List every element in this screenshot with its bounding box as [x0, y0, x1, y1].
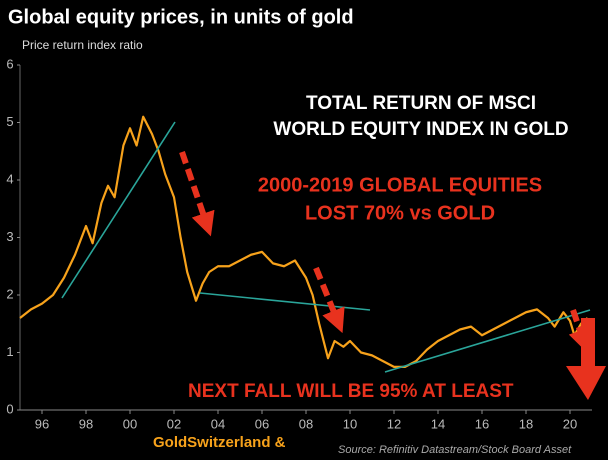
box-text: TOTAL RETURN OF MSCI: [306, 93, 536, 114]
source: Source: Refinitiv Datastream/Stock Board…: [338, 444, 572, 456]
x-tick-label: 18: [519, 416, 533, 431]
x-tick-label: 16: [475, 416, 489, 431]
dashed-arrow: [313, 266, 345, 334]
red-annotation: 2000-2019 GLOBAL EQUITIES: [258, 174, 542, 196]
plot-area: [19, 115, 589, 368]
x-tick-label: 12: [387, 416, 401, 431]
data-line: [19, 115, 589, 368]
bottom-annotation: NEXT FALL WILL BE 95% AT LEAST: [188, 381, 514, 402]
x-tick-label: 00: [123, 416, 137, 431]
box-text: WORLD EQUITY INDEX IN GOLD: [273, 119, 568, 140]
x-tick-label: 20: [563, 416, 577, 431]
dashed-arrow: [179, 151, 215, 237]
y-tick-label: 3: [6, 229, 13, 244]
big-arrow-shaft: [581, 318, 595, 370]
x-tick-label: 10: [343, 416, 357, 431]
x-tick-label: 14: [431, 416, 445, 431]
x-tick-label: 96: [35, 416, 49, 431]
x-tick-label: 04: [211, 416, 225, 431]
subtitle: Price return index ratio: [22, 38, 143, 52]
brand: GoldSwitzerland &: [153, 434, 286, 451]
red-annotation: LOST 70% vs GOLD: [305, 202, 495, 224]
trend-lines: [61, 121, 591, 373]
y-tick-label: 2: [6, 286, 13, 301]
y-tick-label: 0: [6, 401, 13, 416]
chart-title: Global equity prices, in units of gold: [8, 6, 354, 28]
y-tick-label: 5: [6, 114, 13, 129]
trend-line: [61, 121, 176, 299]
big-arrow-head: [566, 366, 606, 400]
y-tick-label: 1: [6, 344, 13, 359]
y-tick-label: 4: [6, 171, 13, 186]
x-tick-label: 06: [255, 416, 269, 431]
y-tick-label: 6: [6, 56, 13, 71]
x-tick-label: 08: [299, 416, 313, 431]
trend-line: [384, 309, 591, 373]
x-tick-label: 98: [79, 416, 93, 431]
trend-line: [199, 292, 371, 311]
text-box: [245, 87, 597, 145]
x-tick-label: 02: [167, 416, 181, 431]
